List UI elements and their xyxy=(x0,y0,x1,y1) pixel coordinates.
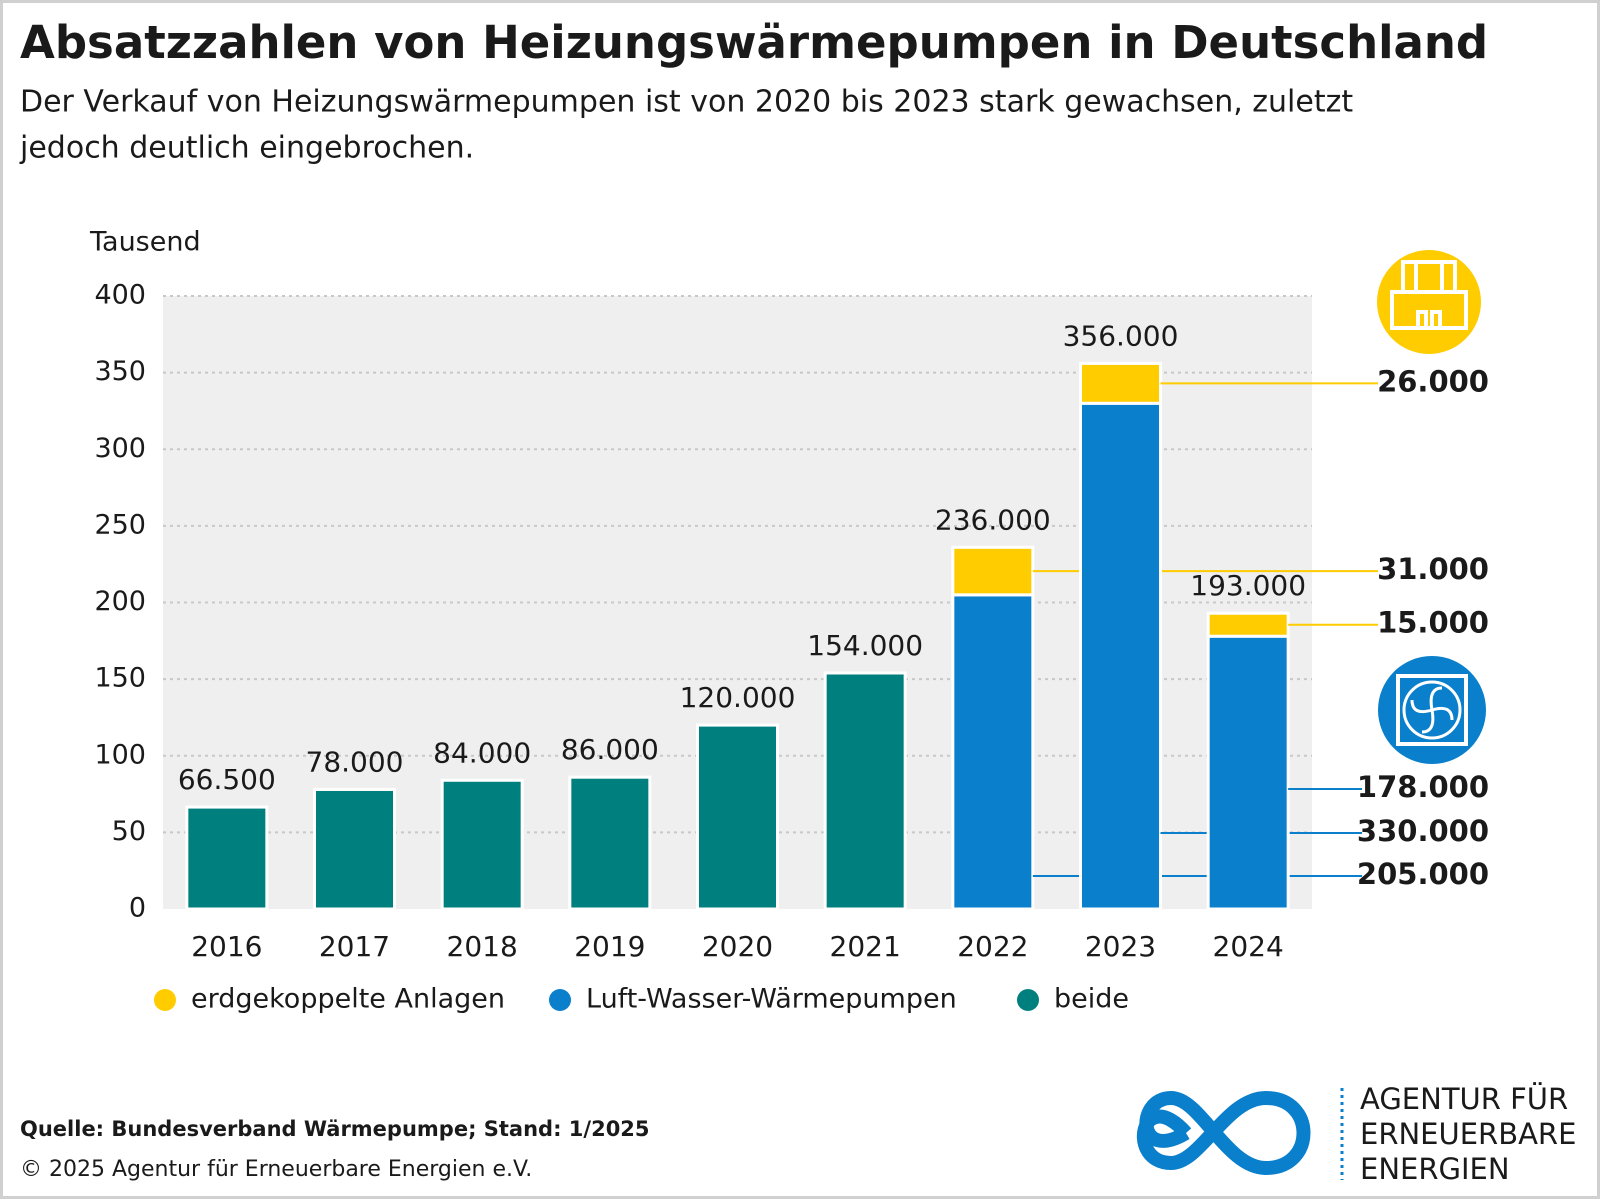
segment-label: 205.000 xyxy=(1357,857,1489,891)
legend-marker xyxy=(1017,989,1039,1011)
bar-segment xyxy=(951,593,1035,911)
segment-label: 26.000 xyxy=(1377,364,1489,398)
x-tick-label: 2020 xyxy=(702,930,773,963)
x-tick-label: 2021 xyxy=(830,930,901,963)
bar-segment xyxy=(313,787,396,911)
subtitle: jedoch deutlich eingebrochen. xyxy=(19,131,474,166)
logo: AGENTUR FÜR ERNEUERBARE ENERGIEN xyxy=(1136,1082,1576,1186)
total-label: 66.500 xyxy=(178,763,276,796)
bar-segment xyxy=(1079,361,1162,405)
bar-segment xyxy=(1206,634,1290,911)
bar-segment xyxy=(696,723,779,911)
x-tick-label: 2019 xyxy=(574,930,645,963)
y-tick-label: 0 xyxy=(129,893,146,924)
y-tick-label: 300 xyxy=(94,433,146,464)
segment-label: 330.000 xyxy=(1357,814,1489,848)
bar-segment xyxy=(568,775,652,911)
logo-text: AGENTUR FÜR xyxy=(1360,1082,1568,1116)
fan-icon xyxy=(1378,656,1486,764)
legend-label: Luft-Wasser-Wärmepumpen xyxy=(586,984,957,1015)
bar-segment xyxy=(185,805,269,911)
ground-icon xyxy=(1377,250,1481,354)
subtitle: Der Verkauf von Heizungswärmepumpen ist … xyxy=(20,85,1353,120)
y-tick-label: 200 xyxy=(94,586,146,617)
total-label: 236.000 xyxy=(935,503,1051,536)
total-label: 193.000 xyxy=(1190,569,1306,602)
total-label: 84.000 xyxy=(433,736,531,769)
logo-text: ERNEUERBARE xyxy=(1360,1117,1576,1151)
y-tick-label: 250 xyxy=(94,509,146,540)
legend-label: erdgekoppelte Anlagen xyxy=(191,984,505,1015)
y-axis-label: Tausend xyxy=(89,227,201,258)
x-tick-label: 2018 xyxy=(447,930,518,963)
y-tick-label: 50 xyxy=(112,816,146,847)
copyright: © 2025 Agentur für Erneuerbare Energien … xyxy=(20,1157,532,1182)
chart-title: Absatzzahlen von Heizungswärmepumpen in … xyxy=(20,16,1488,69)
segment-label: 178.000 xyxy=(1357,770,1489,804)
total-label: 154.000 xyxy=(807,629,923,662)
y-tick-label: 350 xyxy=(94,356,146,387)
total-label: 86.000 xyxy=(561,733,659,766)
total-label: 78.000 xyxy=(306,745,404,778)
bar-segment xyxy=(1079,401,1162,911)
logo-text: ENERGIEN xyxy=(1360,1152,1510,1186)
segment-label: 31.000 xyxy=(1377,552,1489,586)
legend-marker xyxy=(549,989,571,1011)
x-tick-label: 2023 xyxy=(1085,930,1156,963)
bar-segment xyxy=(823,671,907,911)
x-tick-label: 2017 xyxy=(319,930,390,963)
legend-marker xyxy=(154,989,176,1011)
source: Quelle: Bundesverband Wärmepumpe; Stand:… xyxy=(20,1117,650,1141)
bar-segment xyxy=(951,545,1035,597)
total-label: 356.000 xyxy=(1063,319,1179,352)
legend-label: beide xyxy=(1054,984,1129,1015)
x-tick-label: 2024 xyxy=(1213,930,1284,963)
bar-segment xyxy=(1206,611,1290,638)
y-tick-label: 150 xyxy=(94,663,146,694)
segment-label: 15.000 xyxy=(1377,606,1489,640)
y-tick-label: 100 xyxy=(94,739,146,770)
x-tick-label: 2022 xyxy=(957,930,1028,963)
y-tick-label: 400 xyxy=(94,280,146,311)
bar-segment xyxy=(440,778,524,911)
total-label: 120.000 xyxy=(680,681,796,714)
x-tick-label: 2016 xyxy=(191,930,262,963)
